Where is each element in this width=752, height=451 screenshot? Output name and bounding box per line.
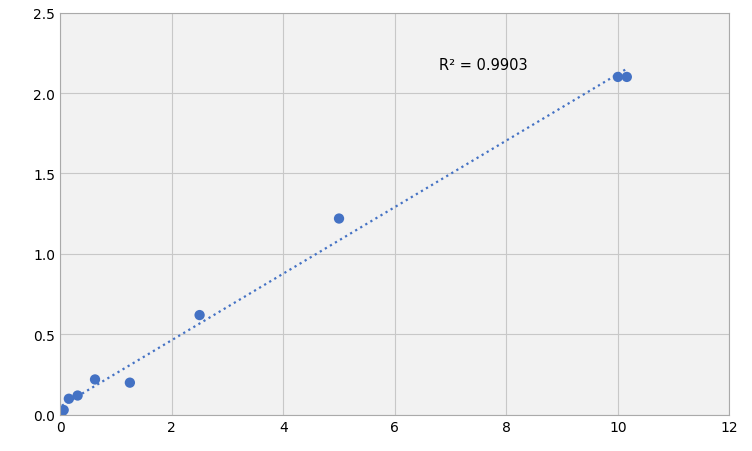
Point (124, 379, 136, 387)
Point (58, 406, 70, 414)
Text: R² = 0.9903: R² = 0.9903 (439, 57, 528, 73)
Point (333, 216, 345, 223)
Point (56, 409, 68, 416)
Point (193, 312, 205, 319)
Point (63, 395, 75, 402)
Point (89, 376, 101, 383)
Point (612, 74, 624, 81)
Point (621, 74, 633, 81)
Point (71, 392, 83, 399)
